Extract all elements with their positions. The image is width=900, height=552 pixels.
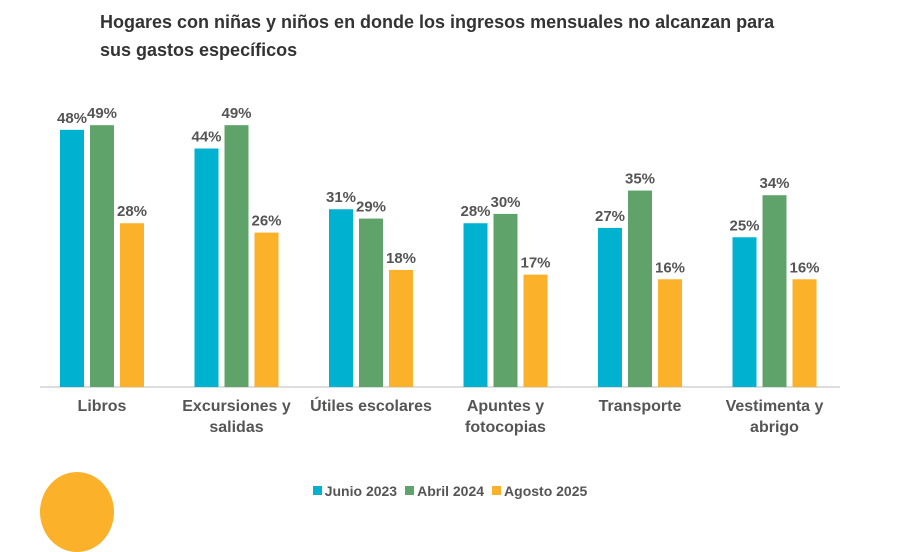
bar: [90, 125, 114, 388]
data-label: 28%: [460, 203, 490, 220]
bar: [254, 232, 279, 387]
legend-label: Junio 2023: [324, 482, 398, 499]
data-label: 48%: [57, 110, 87, 127]
bar: [493, 213, 518, 387]
bar: [762, 195, 787, 387]
data-label: 26%: [251, 213, 281, 230]
legend-swatch: [312, 486, 322, 495]
legend-swatch: [405, 486, 415, 495]
bar: [389, 269, 413, 387]
bar: [463, 223, 488, 387]
legend-swatch: [492, 486, 502, 495]
data-label: 44%: [191, 129, 221, 146]
bar: [120, 223, 144, 387]
bar: [732, 237, 757, 387]
data-label: 35%: [625, 171, 655, 188]
bar: [628, 190, 652, 387]
data-label: 29%: [356, 199, 386, 216]
bar: [658, 279, 682, 387]
data-label: 16%: [655, 259, 685, 276]
data-label: 16%: [789, 259, 819, 276]
legend-item: Junio 2023: [312, 482, 398, 499]
data-label: 25%: [729, 217, 759, 234]
data-label: 17%: [520, 255, 550, 272]
chart-title: Hogares con niñas y niños en donde los i…: [100, 12, 775, 60]
legend-item: Agosto 2025: [492, 483, 587, 499]
legend-label: Agosto 2025: [504, 482, 588, 499]
data-label: 18%: [386, 250, 416, 267]
data-label: 49%: [221, 105, 251, 122]
bar-chart: 48% 49%28%44%49%26%31%29%18%28%30%17%27%3…: [40, 105, 840, 388]
bar: [792, 279, 817, 387]
category-label: Apuntes y fotocopias: [465, 398, 546, 436]
bar: [329, 209, 353, 387]
data-label: 34%: [759, 175, 789, 192]
legend: Junio 2023 Abril 2024 Agosto 2025: [0, 482, 900, 499]
legend-label: Abril 2024: [417, 482, 485, 499]
category-label: Excursiones y salidas: [182, 398, 291, 436]
decorative-circle: [40, 472, 114, 552]
bar: [359, 218, 383, 387]
legend-item: Abril 2024: [405, 483, 484, 499]
category-label: Útiles escolares: [310, 398, 432, 415]
category-label: Vestimenta y abrigo: [725, 398, 824, 436]
bar: [224, 125, 249, 388]
data-label: 49%: [87, 105, 117, 122]
bar: [194, 148, 219, 387]
bar: [598, 227, 622, 387]
data-label: 30%: [490, 194, 520, 211]
category-label: Transporte: [598, 398, 682, 415]
bar: [60, 129, 84, 387]
data-label: 31%: [326, 189, 356, 206]
category-label: Libros: [77, 398, 127, 415]
data-label: 28%: [117, 203, 147, 220]
bar: [523, 274, 548, 387]
data-label: 27%: [595, 208, 625, 225]
